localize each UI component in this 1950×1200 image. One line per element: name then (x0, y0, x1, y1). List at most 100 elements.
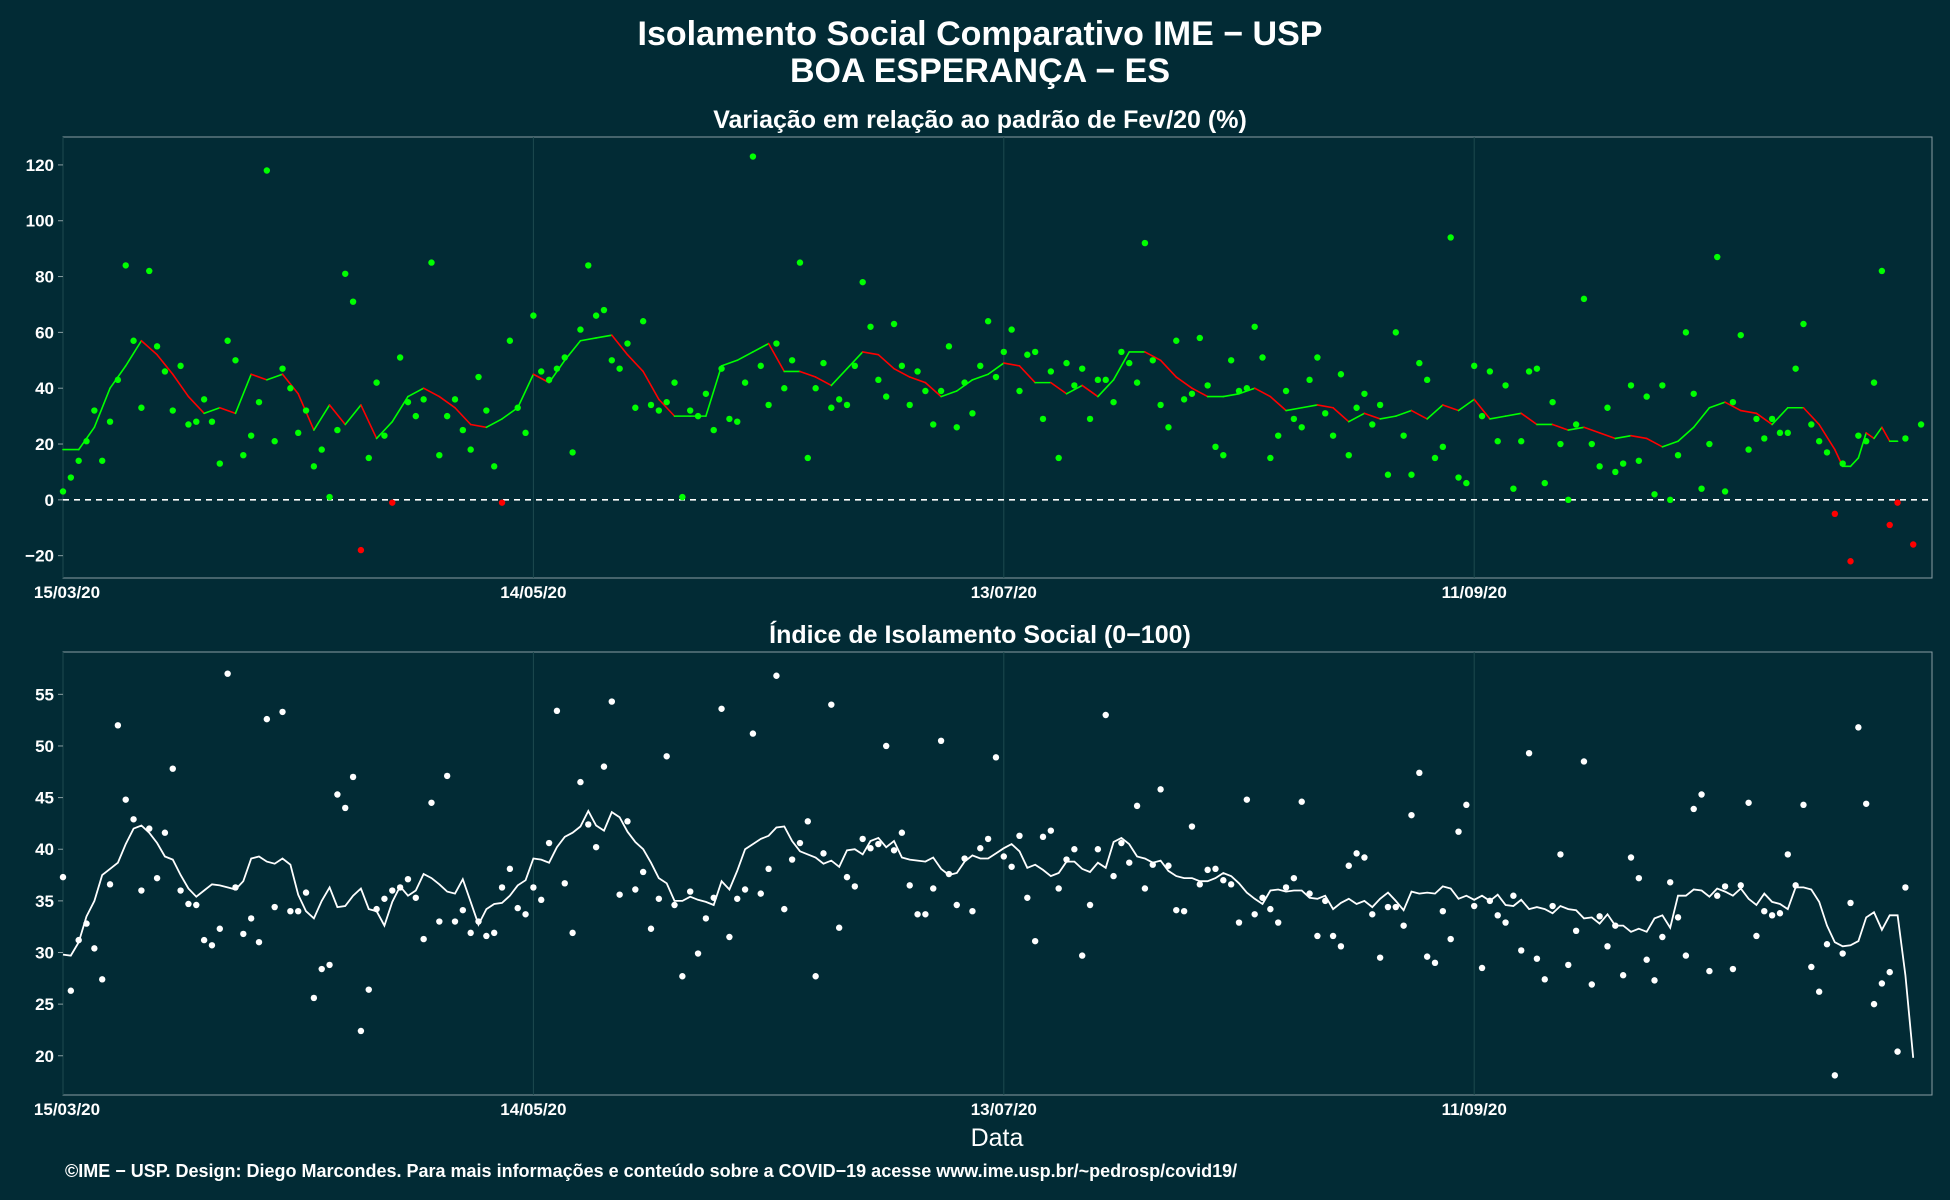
data-point (522, 429, 529, 437)
y-tick-label: 20 (35, 435, 54, 454)
data-point (1031, 937, 1039, 945)
data-point (953, 901, 960, 909)
data-point (1761, 435, 1768, 442)
data-point (961, 855, 968, 862)
moving-average-segment (1645, 437, 1664, 448)
data-point (718, 705, 725, 712)
data-point (1776, 910, 1784, 917)
data-point (1502, 382, 1509, 389)
data-point (1541, 976, 1548, 983)
data-point (773, 340, 780, 347)
data-point (577, 778, 584, 786)
data-point (1329, 932, 1337, 940)
data-point (1674, 914, 1682, 921)
data-point (1690, 805, 1697, 813)
data-point (530, 884, 537, 891)
moving-average-segment (1379, 415, 1397, 420)
data-point (843, 873, 851, 881)
data-point (1275, 919, 1282, 926)
data-point (1039, 833, 1047, 841)
data-point (467, 446, 474, 453)
data-point (443, 772, 451, 780)
data-point (318, 446, 325, 453)
data-point (1212, 865, 1219, 873)
moving-average-segment (1567, 426, 1585, 431)
data-point (1886, 968, 1893, 976)
data-point (1667, 879, 1674, 886)
moving-average-segment (1708, 401, 1726, 409)
moving-average-segment (344, 404, 362, 426)
data-point (1086, 415, 1094, 423)
data-point (396, 884, 404, 891)
data-point (1525, 368, 1533, 375)
data-point (1369, 421, 1376, 428)
moving-average-segment (1159, 359, 1178, 378)
data-point (1863, 438, 1870, 445)
data-point (349, 773, 357, 781)
data-point (334, 791, 341, 798)
moving-average-segment (1285, 406, 1303, 412)
moving-average-segment (1630, 434, 1648, 440)
data-point (1878, 267, 1886, 275)
data-point (1298, 424, 1305, 431)
data-point (138, 404, 145, 411)
data-point (561, 880, 568, 887)
data-point (1917, 421, 1925, 428)
data-point (1784, 429, 1792, 437)
moving-average-segment (1873, 426, 1883, 440)
data-point (1063, 359, 1070, 367)
data-point (1047, 827, 1055, 834)
data-point (224, 670, 231, 677)
data-point (216, 460, 223, 467)
data-point (1392, 329, 1400, 336)
y-tick-label: 25 (35, 995, 54, 1014)
data-point (812, 385, 819, 392)
data-point (969, 410, 976, 417)
data-point (545, 839, 553, 847)
data-point (875, 376, 882, 384)
data-point (193, 901, 200, 909)
data-point (788, 856, 796, 863)
data-point (1094, 846, 1102, 853)
data-point (1494, 438, 1501, 445)
data-point (569, 449, 576, 456)
moving-average-segment (877, 353, 895, 370)
data-point (1486, 897, 1494, 905)
data-point (1855, 724, 1862, 731)
data-point (1361, 854, 1368, 861)
data-point (1847, 899, 1854, 907)
moving-average-segment (799, 370, 817, 378)
data-point (1188, 390, 1196, 397)
data-point (937, 387, 945, 395)
moving-average-segment (1347, 412, 1366, 423)
data-point (1572, 421, 1580, 428)
data-point (1376, 954, 1384, 961)
data-point (867, 323, 874, 330)
moving-average-segment (1692, 406, 1711, 429)
data-point (1016, 832, 1023, 840)
data-point (1533, 955, 1541, 962)
data-point (91, 407, 98, 414)
data-point (1298, 798, 1305, 805)
data-point (1659, 933, 1666, 941)
data-point (1157, 786, 1164, 793)
data-point (671, 901, 678, 909)
data-point (326, 493, 333, 501)
data-point (1667, 496, 1674, 504)
data-point (75, 457, 82, 464)
data-point (773, 672, 780, 679)
data-point (1745, 446, 1752, 453)
moving-average-segment (1802, 406, 1820, 426)
data-point (302, 407, 310, 414)
data-point (914, 911, 921, 918)
moving-average-segment (1755, 412, 1773, 426)
moving-average-segment (752, 342, 770, 353)
data-point (632, 404, 639, 411)
data-point (608, 698, 615, 705)
data-point (694, 950, 702, 957)
data-point (867, 845, 874, 852)
data-point (428, 799, 435, 806)
moving-average-segment (1316, 404, 1334, 409)
data-point (1471, 362, 1478, 370)
data-point (1619, 460, 1627, 467)
